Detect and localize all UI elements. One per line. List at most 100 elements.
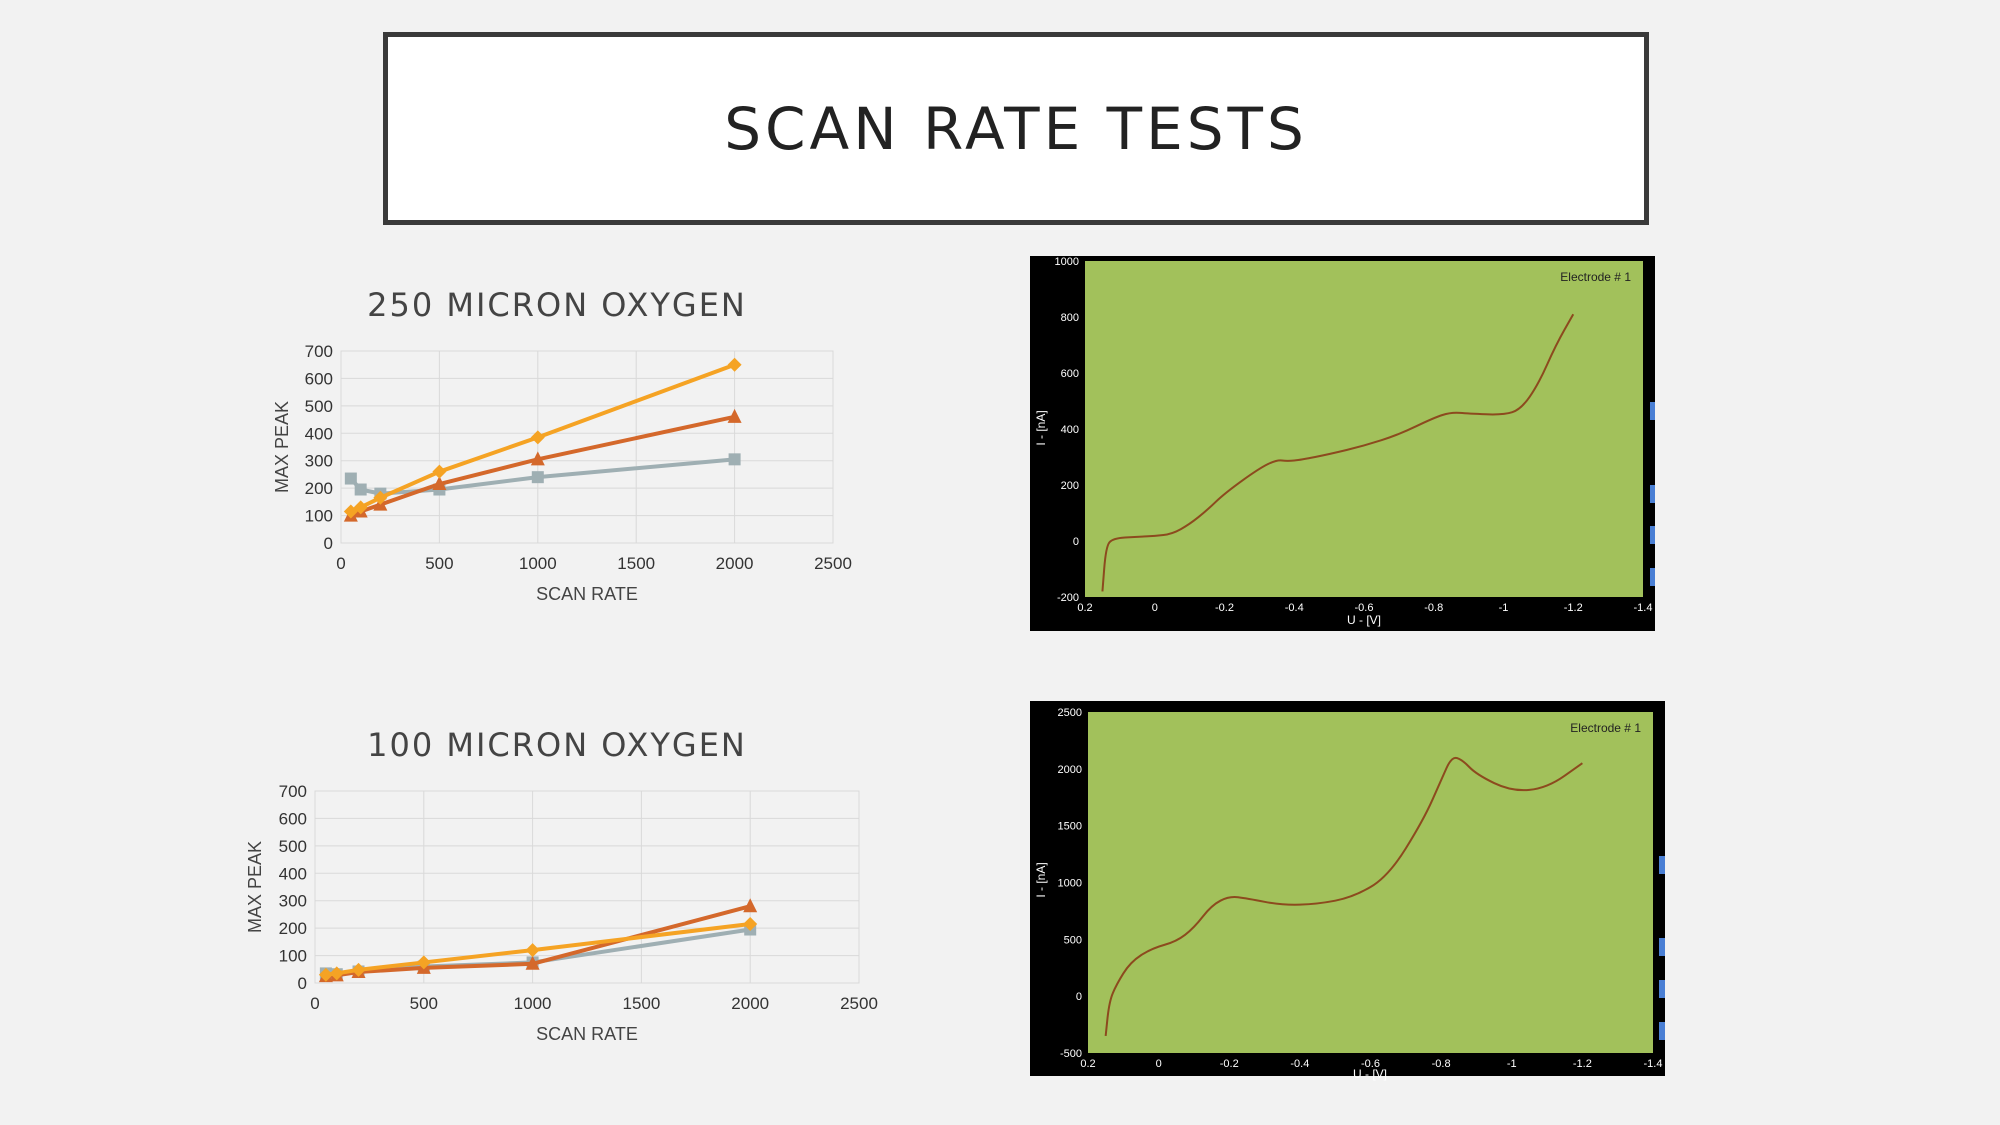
chart2-ylabel: MAX PEAK: [245, 841, 265, 933]
y-tick-label: 500: [279, 837, 307, 856]
voltammogram-curve-0: [1101, 313, 1575, 592]
data-point: [727, 408, 742, 423]
voltammogram-2: -500 0 500 1000 1500 2000 2500 0.2 0 -0.2 -0.4 -0.6…: [1058, 707, 1663, 1070]
y-tick-label: 2500: [1058, 707, 1082, 719]
plot-area: [1088, 712, 1653, 1053]
x-tick-label: 2000: [731, 994, 769, 1013]
x-tick-label: 1500: [617, 554, 655, 573]
data-point: [525, 943, 540, 958]
y-tick-label: 2000: [1058, 764, 1082, 776]
y-tick-label: 0: [1073, 536, 1079, 548]
y-tick-label: 100: [305, 507, 333, 526]
data-point: [329, 966, 344, 981]
y-tick-label: 200: [279, 919, 307, 938]
edge-marker: [1659, 980, 1665, 998]
data-point: [743, 898, 758, 913]
x-tick-label: -1.2: [1564, 602, 1583, 614]
data-point: [318, 967, 333, 982]
edge-markers: [1650, 402, 1665, 1040]
x-tick-label: 0: [1156, 1058, 1162, 1070]
x-tick-label: 0: [310, 994, 319, 1013]
data-point: [727, 357, 742, 372]
y-tick-label: 1000: [1058, 878, 1082, 890]
x-tick-label: 0: [1152, 602, 1158, 614]
voltammogram2-annotation: Electrode # 1: [1570, 721, 1641, 735]
y-tick-label: 600: [305, 369, 333, 388]
y-tick-label: 0: [298, 974, 307, 993]
y-tick-label: -200: [1057, 592, 1079, 604]
chart-100-micron: 0 100 200 300 400 500 600 700 0 500 1000 1500 2000 25…: [279, 782, 878, 1013]
y-tick-label: 200: [305, 479, 333, 498]
edge-marker: [1659, 938, 1665, 956]
data-point: [743, 917, 758, 932]
data-point: [416, 955, 431, 970]
x-tick-label: 500: [410, 994, 438, 1013]
data-point: [728, 453, 741, 466]
y-tick-label: 0: [1076, 991, 1082, 1003]
x-tick-label: 0.2: [1080, 1058, 1095, 1070]
y-tick-label: 400: [279, 864, 307, 883]
data-point: [530, 430, 545, 445]
x-tick-label: -0.6: [1355, 602, 1374, 614]
x-tick-label: -0.4: [1285, 602, 1304, 614]
voltammogram1-xlabel: U - [V]: [1347, 613, 1381, 627]
x-tick-label: -1: [1499, 602, 1509, 614]
data-point: [525, 955, 540, 970]
voltammogram-1: -200 0 200 400 600 800 1000 0.2 0 -0.2 -0.4 -0.6 -0.…: [1055, 256, 1653, 614]
data-point: [353, 500, 368, 515]
x-tick-label: -0.2: [1220, 1058, 1239, 1070]
y-tick-label: 400: [305, 424, 333, 443]
chart2-title: 100 MICRON OXYGEN: [367, 726, 747, 764]
chart1-xlabel: SCAN RATE: [536, 584, 638, 604]
title-box: SCAN RATE TESTS: [383, 32, 1649, 225]
y-tick-label: 500: [1064, 934, 1082, 946]
x-tick-label: 1500: [622, 994, 660, 1013]
data-point: [432, 464, 447, 479]
x-tick-label: -0.2: [1215, 602, 1234, 614]
data-point: [373, 490, 388, 505]
chart1-ylabel: MAX PEAK: [272, 401, 292, 493]
data-point: [432, 476, 447, 491]
chart2-xlabel: SCAN RATE: [536, 1024, 638, 1044]
x-tick-label: 2500: [840, 994, 878, 1013]
y-tick-label: 600: [1061, 368, 1079, 380]
x-tick-label: 500: [425, 554, 453, 573]
x-tick-label: 0: [336, 554, 345, 573]
x-tick-label: -0.8: [1432, 1058, 1451, 1070]
x-tick-label: 2000: [716, 554, 754, 573]
x-tick-label: 1000: [519, 554, 557, 573]
y-tick-label: -500: [1060, 1048, 1082, 1060]
y-tick-label: 600: [279, 809, 307, 828]
data-point: [531, 471, 544, 484]
y-tick-label: 300: [305, 452, 333, 471]
y-tick-label: 1500: [1058, 821, 1082, 833]
x-tick-label: -0.8: [1424, 602, 1443, 614]
y-tick-label: 200: [1061, 480, 1079, 492]
y-tick-label: 0: [324, 534, 333, 553]
x-tick-label: 0.2: [1077, 602, 1092, 614]
x-tick-label: -0.4: [1290, 1058, 1309, 1070]
x-tick-label: -1.2: [1573, 1058, 1592, 1070]
chart-250-micron: 0 100 200 300 400 500 600 700 0 500 1000 1500 2000 25…: [305, 342, 852, 573]
edge-marker: [1650, 402, 1655, 420]
edge-marker: [1650, 526, 1655, 544]
data-point: [344, 472, 357, 485]
data-point: [530, 451, 545, 466]
y-tick-label: 700: [279, 782, 307, 801]
voltammogram2-ylabel: I - [nA]: [1034, 862, 1048, 897]
x-tick-label: 1000: [514, 994, 552, 1013]
voltammogram1-annotation: Electrode # 1: [1560, 270, 1631, 284]
voltammogram2-xlabel: U - [V]: [1353, 1067, 1387, 1081]
x-tick-label: -1.4: [1644, 1058, 1663, 1070]
voltammogram-curve-0: [1104, 756, 1583, 1037]
y-tick-label: 500: [305, 397, 333, 416]
edge-marker: [1650, 568, 1655, 586]
plot-area: [1085, 261, 1643, 597]
y-tick-label: 700: [305, 342, 333, 361]
y-tick-label: 300: [279, 892, 307, 911]
data-point: [351, 962, 366, 977]
y-tick-label: 1000: [1055, 256, 1079, 268]
y-tick-label: 800: [1061, 312, 1079, 324]
data-point: [354, 483, 367, 496]
